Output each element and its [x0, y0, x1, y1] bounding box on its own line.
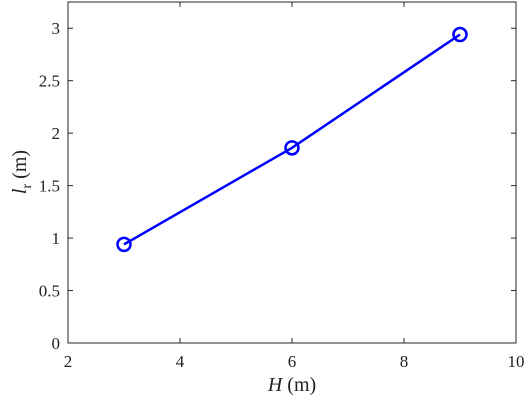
x-tick-label: 6	[288, 352, 297, 371]
y-tick-label: 0	[52, 334, 61, 353]
y-tick-label: 1.5	[39, 177, 60, 196]
x-tick-label: 2	[64, 352, 73, 371]
y-axis-label: lr (m)	[9, 150, 35, 194]
y-tick-label: 0.5	[39, 282, 60, 301]
data-line	[123, 33, 461, 246]
x-tick-label: 4	[176, 352, 185, 371]
x-axis-label: H (m)	[267, 374, 316, 396]
y-label-unit: (m)	[9, 150, 31, 179]
y-label-subscript: r	[20, 184, 35, 189]
y-tick-label: 3	[52, 19, 61, 38]
y-tick-label: 2.5	[39, 72, 60, 91]
data-point	[284, 140, 300, 156]
x-label-symbol: H	[267, 374, 284, 396]
data-point	[116, 236, 132, 253]
y-tick-label: 2	[52, 124, 61, 143]
x-label-unit: (m)	[287, 374, 316, 396]
data-point	[452, 26, 468, 43]
y-tick-label: 1	[52, 229, 61, 248]
x-tick-label: 10	[508, 352, 525, 371]
x-tick-label: 8	[400, 352, 409, 371]
plot-frame	[67, 1, 517, 344]
y-label-symbol: l	[9, 188, 31, 194]
